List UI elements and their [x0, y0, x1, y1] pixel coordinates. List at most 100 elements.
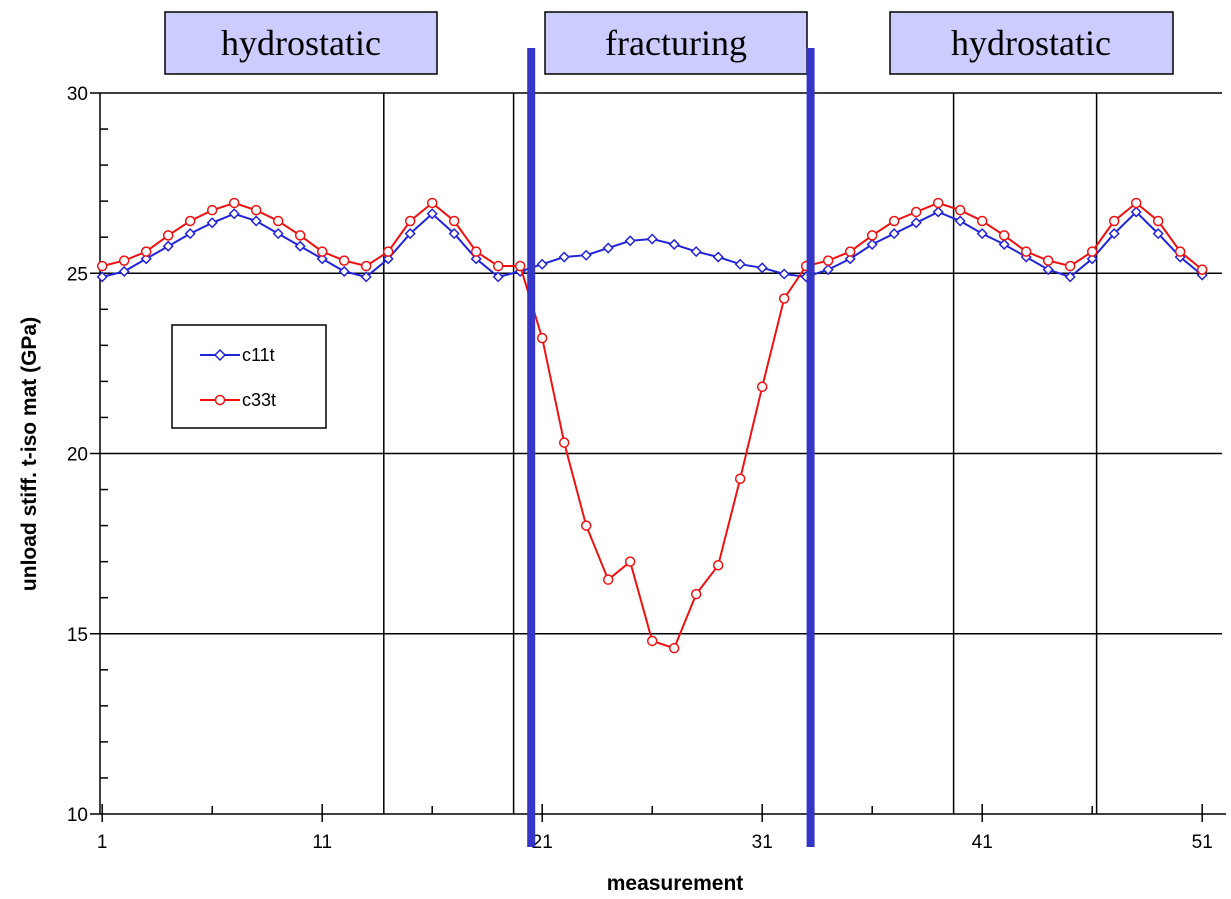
point-c11t-42: [998, 238, 1010, 250]
point-c33t-13: [360, 260, 372, 272]
point-c33t-46: [1086, 246, 1098, 257]
point-c33t-2: [118, 255, 130, 266]
y-axis-title: unload stiff. t-iso mat (GPa): [18, 317, 41, 591]
point-c33t-23: [580, 520, 592, 531]
y-tick-label-20: 20: [67, 445, 88, 466]
x-tick-label-21: 21: [532, 832, 553, 853]
point-c11t-6: [206, 217, 218, 229]
point-c33t-6: [206, 204, 218, 216]
point-c11t-45: [1064, 271, 1076, 283]
point-c11t-2: [118, 265, 130, 278]
point-c33t-47: [1108, 215, 1120, 227]
point-c33t-50: [1174, 246, 1186, 257]
point-c33t-26: [646, 635, 658, 647]
point-c11t-39: [932, 206, 944, 218]
point-c33t-19: [492, 260, 504, 272]
point-c11t-31: [756, 262, 768, 274]
point-c11t-46: [1086, 253, 1098, 265]
point-c33t-24: [602, 574, 614, 585]
point-c33t-18: [470, 246, 482, 257]
point-c33t-31: [756, 381, 768, 393]
point-c33t-40: [954, 204, 966, 216]
point-c11t-47: [1108, 228, 1120, 240]
point-c33t-5: [184, 215, 196, 227]
x-tick-label-31: 31: [752, 832, 773, 853]
point-c33t-28: [690, 588, 702, 600]
point-c11t-3: [140, 253, 152, 265]
point-c11t-13: [360, 271, 372, 283]
phase-box-hydrostatic-2: [889, 11, 1174, 75]
point-c11t-7: [228, 208, 240, 220]
point-c33t-3: [140, 246, 152, 257]
point-c11t-48: [1130, 206, 1142, 218]
point-c33t-36: [866, 230, 878, 241]
point-c33t-51: [1196, 264, 1208, 275]
point-c33t-1: [96, 260, 108, 272]
x-axis-title: measurement: [607, 872, 744, 895]
point-c11t-32: [778, 268, 790, 280]
y-tick-label-25: 25: [67, 264, 88, 285]
point-c11t-25: [624, 235, 636, 247]
point-c33t-49: [1152, 215, 1164, 227]
point-c11t-26: [646, 233, 658, 245]
point-c33t-7: [228, 197, 240, 209]
point-c33t-27: [668, 642, 680, 654]
point-c11t-14: [382, 253, 394, 265]
point-c33t-48: [1130, 197, 1142, 209]
phase-label-hydrostatic-1: hydrostatic: [221, 23, 381, 63]
phase-box-fracturing: [544, 11, 808, 75]
legend-c11t-label: c11t: [242, 345, 275, 365]
phase-label-fracturing: fracturing: [605, 23, 747, 63]
point-c11t-8: [250, 215, 262, 227]
y-tick-label-10: 10: [67, 805, 88, 826]
point-c33t-14: [382, 246, 394, 257]
point-c33t-34: [822, 255, 834, 266]
point-c33t-10: [294, 230, 306, 241]
phase-box-hydrostatic-1: [164, 11, 438, 75]
point-c33t-32: [778, 293, 790, 304]
legend-c33t-marker: [214, 394, 226, 406]
point-c11t-36: [866, 238, 878, 250]
point-c33t-44: [1042, 255, 1054, 266]
point-c11t-30: [734, 258, 746, 270]
point-c33t-25: [624, 556, 636, 567]
point-c11t-17: [448, 228, 460, 240]
point-c11t-10: [294, 240, 306, 252]
point-c33t-21: [536, 332, 548, 344]
y-tick-label-30: 30: [67, 84, 88, 105]
point-c11t-29: [712, 251, 724, 263]
phase-boundary-1: [527, 48, 536, 847]
x-tick-label-51: 51: [1192, 832, 1213, 853]
point-c11t-40: [954, 215, 966, 227]
phase-boundary-2: [806, 48, 815, 847]
point-c33t-38: [910, 206, 922, 218]
phase-label-hydrostatic-2: hydrostatic: [951, 23, 1111, 63]
point-c11t-38: [910, 217, 922, 229]
point-c11t-21: [536, 258, 548, 270]
y-tick-label-15: 15: [67, 625, 88, 646]
point-c11t-41: [976, 228, 988, 240]
point-c11t-12: [338, 265, 350, 278]
point-c11t-24: [602, 242, 614, 254]
point-c33t-22: [558, 437, 570, 448]
point-c33t-4: [162, 230, 174, 241]
point-c33t-29: [712, 560, 724, 571]
point-c11t-16: [426, 208, 438, 220]
point-c33t-30: [734, 473, 746, 484]
point-c33t-11: [316, 246, 328, 257]
point-c33t-9: [272, 215, 284, 227]
point-c33t-42: [998, 230, 1010, 241]
point-c11t-49: [1152, 228, 1164, 240]
point-c11t-5: [184, 228, 196, 240]
point-c33t-16: [426, 197, 438, 209]
point-c11t-35: [844, 253, 856, 265]
point-c33t-37: [888, 215, 900, 227]
point-c11t-37: [888, 228, 900, 240]
point-c11t-15: [404, 228, 416, 240]
legend-box: [171, 324, 327, 429]
x-tick-label-1: 1: [97, 832, 108, 853]
point-c11t-11: [316, 253, 328, 265]
point-c33t-41: [976, 215, 988, 227]
phase-label-boxes: hydrostatic fracturing hydrostatic: [164, 11, 1174, 75]
point-c11t-34: [822, 264, 834, 276]
